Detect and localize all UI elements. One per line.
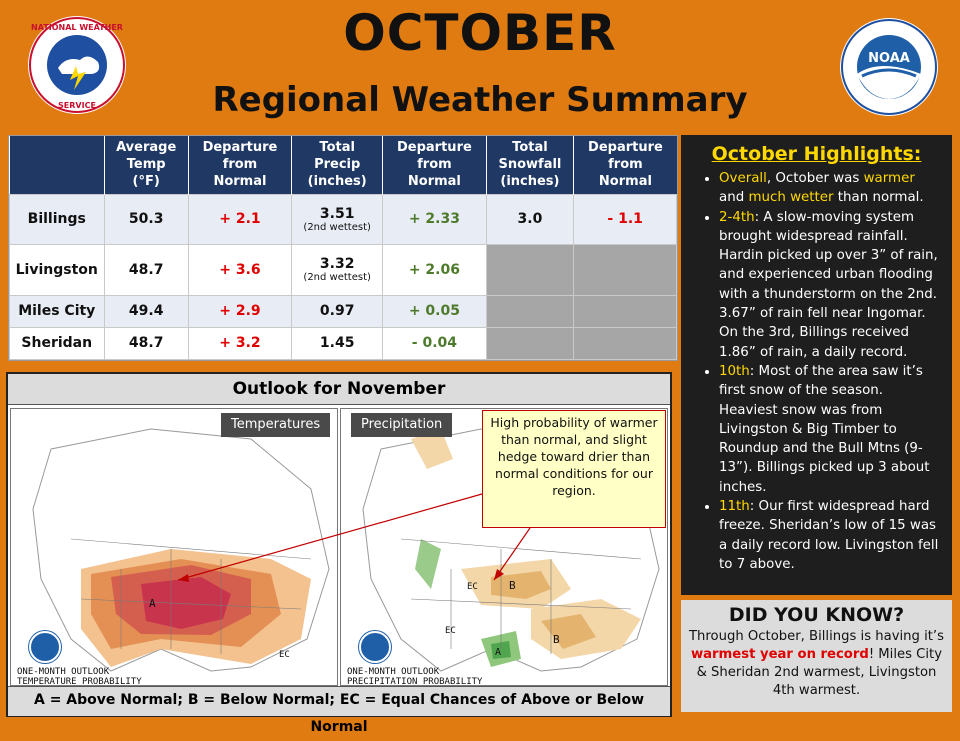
col-precip-departure: Departure from Normal — [382, 136, 487, 194]
highlights-panel: October Highlights: Overall, October was… — [681, 135, 952, 595]
temperature-caption: ONE-MONTH OUTLOOK TEMPERATURE PROBABILIT… — [17, 667, 142, 686]
noaa-logo: NOAA — [840, 18, 938, 116]
snow-departure: - 1.1 — [573, 193, 677, 246]
col-total-precip: Total Precip (inches) — [291, 136, 384, 194]
page-title: OCTOBER — [343, 4, 617, 62]
snow-departure — [573, 294, 677, 328]
total-snowfall — [485, 326, 575, 361]
total-precip: 3.32 (2nd wettest) — [291, 244, 384, 296]
list-item: 2-4th: A slow-moving system brought wide… — [719, 208, 944, 362]
callout-arrows — [177, 493, 531, 582]
highlights-title: October Highlights: — [711, 143, 922, 165]
svg-text:B: B — [509, 579, 516, 592]
city-name: Miles City — [9, 294, 105, 328]
total-snowfall — [485, 294, 575, 328]
total-precip: 0.97 — [291, 294, 384, 328]
table-row: Miles City 49.4 + 2.9 0.97 + 0.05 — [9, 294, 677, 328]
city-name: Billings — [9, 193, 105, 246]
avg-temp: 49.4 — [103, 294, 189, 328]
col-total-snowfall: Total Snowfall (inches) — [486, 136, 575, 194]
did-you-know-text: Through October, Billings is having it’s… — [689, 629, 944, 698]
outlook-title: Outlook for November — [8, 374, 670, 405]
col-temp-departure: Departure from Normal — [188, 136, 293, 194]
col-avg-temp: Average Temp (°F) — [104, 136, 189, 194]
outlook-legend: A = Above Normal; B = Below Normal; EC =… — [8, 686, 670, 735]
temp-departure: + 2.1 — [187, 193, 293, 246]
avg-temp: 50.3 — [103, 193, 189, 246]
svg-text:EC: EC — [467, 582, 478, 592]
total-precip: 1.45 — [291, 326, 384, 361]
highlights-list: Overall, October was warmer and much wet… — [681, 169, 952, 574]
total-snowfall: 3.0 — [485, 193, 575, 246]
precipitation-caption: ONE-MONTH OUTLOOK PRECIPITATION PROBABIL… — [347, 667, 483, 686]
noaa-icon — [29, 631, 61, 663]
precip-departure: + 0.05 — [382, 294, 487, 328]
precip-departure: + 2.06 — [382, 244, 487, 296]
temperature-outlook-map: A EC Temperatures ONE-MONTH OUTLOOK TEMP… — [10, 408, 338, 686]
list-item: 10th: Most of the area saw it’s first sn… — [719, 362, 944, 497]
noaa-icon — [359, 631, 391, 663]
outlook-panel: Outlook for November A EC Temperatures O… — [6, 372, 672, 735]
table-row: Billings 50.3 + 2.1 3.51 (2nd wettest) + … — [9, 193, 677, 246]
total-precip: 3.51 (2nd wettest) — [291, 193, 384, 246]
col-snow-departure: Departure from Normal — [573, 136, 677, 194]
tab-precipitation: Precipitation — [351, 413, 453, 437]
svg-text:A: A — [149, 597, 156, 610]
city-name: Sheridan — [9, 326, 105, 361]
list-item: 11th: Our first widespread hard freeze. … — [719, 497, 944, 574]
temp-departure: + 3.6 — [187, 244, 293, 296]
table-row: Sheridan 48.7 + 3.2 1.45 - 0.04 — [9, 326, 677, 361]
snow-departure — [573, 244, 677, 296]
temp-departure: + 2.9 — [187, 294, 293, 328]
snow-departure — [573, 326, 677, 361]
nws-logo: NATIONAL WEATHER SERVICE — [28, 16, 126, 114]
list-item: Overall, October was warmer and much wet… — [719, 169, 944, 208]
svg-text:A: A — [495, 647, 501, 658]
svg-text:EC: EC — [279, 650, 290, 660]
did-you-know-panel: DID YOU KNOW? Through October, Billings … — [681, 600, 952, 712]
did-you-know-title: DID YOU KNOW? — [728, 604, 905, 626]
page-subtitle: Regional Weather Summary — [212, 80, 748, 120]
table-row: Livingston 48.7 + 3.6 3.32 (2nd wettest) … — [9, 244, 677, 296]
city-name: Livingston — [9, 244, 105, 296]
summary-table: Average Temp (°F) Departure from Normal Tota… — [8, 135, 678, 361]
svg-text:B: B — [553, 633, 560, 646]
svg-text:NATIONAL WEATHER: NATIONAL WEATHER — [31, 23, 123, 32]
svg-text:EC: EC — [445, 626, 456, 636]
svg-text:SERVICE: SERVICE — [58, 101, 96, 110]
precip-departure: - 0.04 — [382, 326, 487, 361]
avg-temp: 48.7 — [103, 244, 189, 296]
temp-departure: + 3.2 — [187, 326, 293, 361]
table-corner — [9, 136, 105, 194]
total-snowfall — [485, 244, 575, 296]
svg-text:NOAA: NOAA — [868, 51, 910, 66]
precip-departure: + 2.33 — [382, 193, 487, 246]
avg-temp: 48.7 — [103, 326, 189, 361]
tab-temperatures: Temperatures — [221, 413, 331, 437]
outlook-callout: High probability of warmer than normal, … — [482, 410, 666, 528]
